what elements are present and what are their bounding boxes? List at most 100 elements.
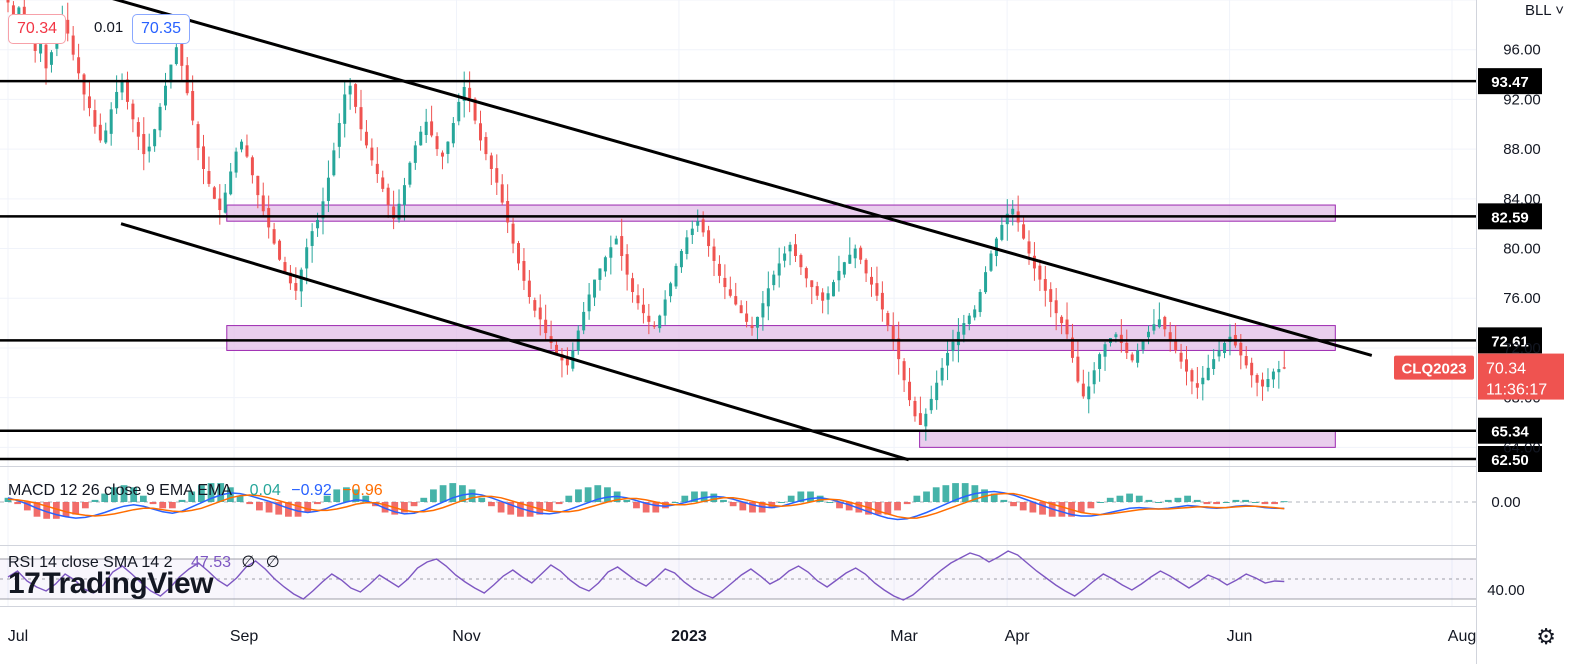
- macd-histogram-bar: [430, 489, 437, 502]
- macd-histogram-bar: [1155, 502, 1162, 503]
- macd-histogram-bar: [352, 489, 360, 502]
- candle-body: [115, 91, 119, 109]
- candle-body: [359, 107, 363, 130]
- candle-body: [555, 344, 559, 353]
- candle-body: [891, 325, 895, 341]
- candle-body: [413, 145, 417, 163]
- macd-histogram-bar: [662, 502, 669, 509]
- time-tick-label: Sep: [230, 628, 259, 645]
- grid: [0, 0, 1476, 606]
- candle-body: [761, 303, 765, 318]
- candle-body: [1103, 344, 1107, 357]
- candle-body: [1250, 362, 1254, 376]
- candle-body: [489, 155, 493, 170]
- macd-histogram-bar: [449, 483, 457, 502]
- candle-body: [647, 315, 651, 322]
- candle-body: [381, 177, 385, 189]
- macd-histogram-bar: [739, 502, 747, 511]
- candle-body: [278, 240, 282, 260]
- candle-body: [848, 254, 852, 264]
- trendline: [120, 222, 910, 462]
- macd-histogram-bar: [642, 502, 650, 513]
- macd-histogram-bar: [903, 502, 911, 505]
- candle-body: [337, 123, 341, 147]
- candle-body: [261, 195, 265, 212]
- macd-histogram-bar: [459, 485, 466, 502]
- price-tick-label: 76.00: [1503, 290, 1541, 307]
- candle-body: [994, 238, 998, 257]
- macd-histogram-bar: [1271, 502, 1278, 505]
- macd-histogram-bar: [246, 502, 254, 505]
- macd-histogram-bar: [923, 491, 930, 502]
- candle-body: [739, 305, 743, 314]
- candle-body: [582, 311, 586, 331]
- macd-histogram-bar: [913, 495, 921, 502]
- macd-histogram-bar: [1039, 502, 1046, 515]
- candle-body: [1217, 350, 1221, 357]
- candle-body: [946, 352, 950, 366]
- candle-body: [663, 299, 667, 316]
- candle-body: [1027, 241, 1031, 254]
- candle-body: [316, 219, 320, 229]
- macd-line: [7, 490, 1285, 521]
- macd-histogram-bar: [72, 502, 80, 515]
- gear-icon[interactable]: ⚙: [1536, 624, 1556, 649]
- candle-body: [674, 265, 678, 287]
- buy-price-badge[interactable]: 70.35: [132, 14, 191, 44]
- macd-histogram-bar: [633, 502, 640, 509]
- candle-body: [940, 367, 944, 381]
- candle-body: [1125, 342, 1129, 353]
- candle-body: [1011, 208, 1015, 215]
- candle-body: [967, 315, 971, 325]
- candle-body: [544, 319, 548, 334]
- candle-body: [527, 280, 531, 297]
- candle-body: [565, 358, 569, 366]
- sell-price-badge[interactable]: 70.34: [8, 14, 67, 44]
- spread-value: 0.01: [86, 14, 132, 42]
- rsi-legend: RSI 14 close SMA 14 2 47.53 ∅ ∅: [8, 552, 280, 572]
- candle-body: [897, 338, 901, 360]
- candle-body: [1206, 367, 1210, 381]
- candle-body: [348, 85, 352, 95]
- candle-body: [973, 309, 977, 318]
- candle-body: [256, 175, 260, 196]
- candle-body: [478, 123, 482, 141]
- macd-histogram-bar: [961, 483, 969, 502]
- candle-body: [1255, 375, 1259, 383]
- level-label: 93.47: [1491, 74, 1529, 91]
- trendlines: [112, 0, 1373, 462]
- candle-body: [533, 300, 537, 311]
- candle-body: [71, 35, 75, 55]
- candle-body: [766, 288, 770, 307]
- candle-body: [495, 168, 499, 183]
- candle-body: [125, 79, 129, 102]
- macd-histogram-bar: [1145, 499, 1153, 502]
- macd-histogram-bar: [488, 502, 495, 507]
- macd-histogram-bar: [497, 502, 505, 513]
- macd-histogram-bar: [1077, 502, 1085, 513]
- candle-body: [631, 278, 635, 293]
- level-label-bg: [1478, 327, 1542, 354]
- macd-histogram-bar: [188, 491, 196, 502]
- candle-body: [1266, 379, 1270, 388]
- macd-histogram-bar: [439, 485, 447, 502]
- time-tick-label: Apr: [1005, 628, 1031, 645]
- macd-histogram-bar: [652, 502, 660, 513]
- candle-body: [484, 136, 488, 155]
- macd-histogram-bar: [120, 485, 128, 502]
- candle-body: [310, 231, 314, 246]
- time-tick-label: Jun: [1227, 628, 1253, 645]
- tradingview-logo-mark: 17: [8, 567, 41, 600]
- candle-body: [924, 413, 928, 427]
- candle-body: [1130, 354, 1134, 361]
- candle-body: [218, 198, 222, 211]
- candle-body: [440, 152, 444, 157]
- candle-body: [131, 103, 135, 120]
- candle-body: [707, 230, 711, 247]
- currency-selector[interactable]: BLL ˅: [1524, 2, 1564, 19]
- candle-body: [723, 277, 727, 288]
- zone-rect: [226, 325, 1336, 351]
- candle-body: [446, 141, 450, 154]
- candle-body: [104, 130, 108, 143]
